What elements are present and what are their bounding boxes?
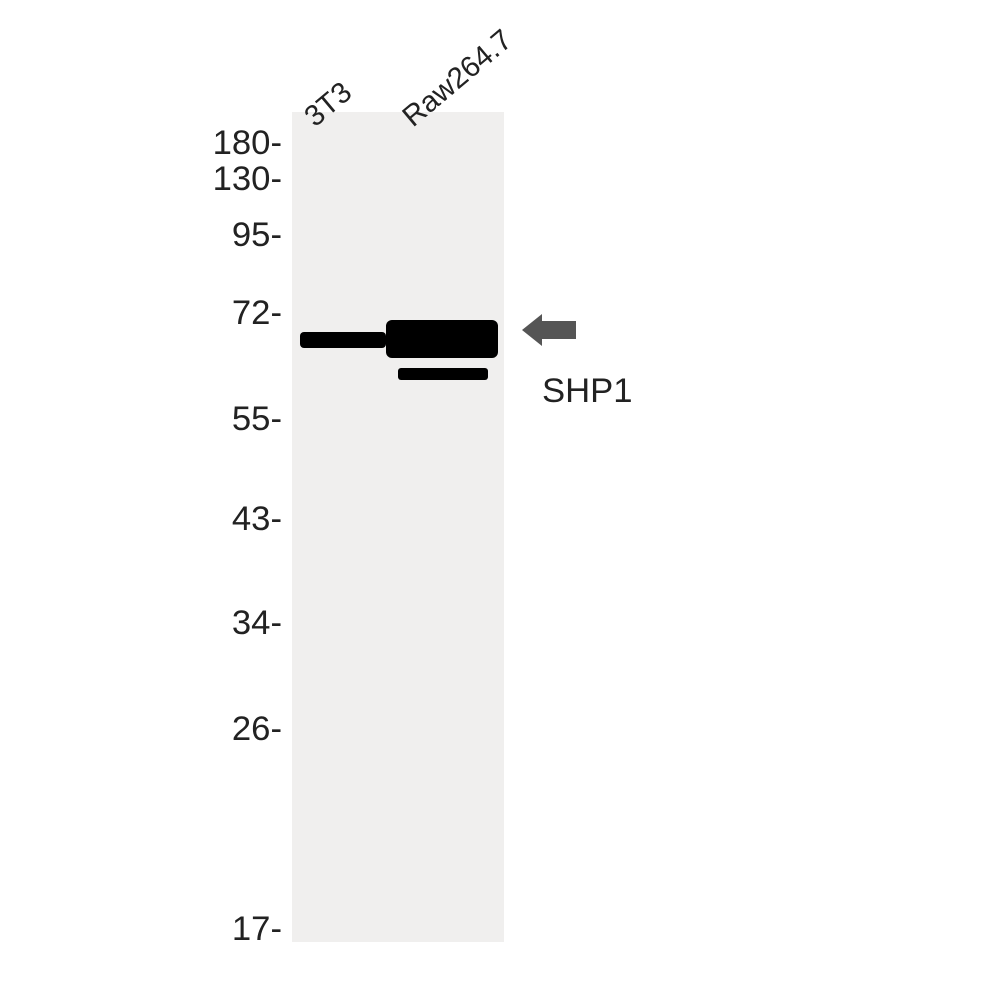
- target-arrow: [522, 314, 576, 346]
- marker-130: 130-: [162, 162, 282, 197]
- marker-43: 43-: [162, 502, 282, 537]
- marker-72: 72-: [162, 296, 282, 331]
- band-lane1-main: [300, 332, 386, 348]
- marker-26: 26-: [162, 712, 282, 747]
- marker-34: 34-: [162, 606, 282, 641]
- marker-17: 17-: [162, 912, 282, 947]
- marker-180: 180-: [162, 126, 282, 161]
- target-name: SHP1: [542, 372, 633, 411]
- blot-strip: [292, 112, 504, 942]
- arrow-shaft: [542, 321, 576, 339]
- western-blot-figure: 3T3 Raw264.7 180- 130- 95- 72- 55- 43- 3…: [0, 0, 1000, 1000]
- band-lane2-lower: [398, 368, 488, 380]
- arrow-head-icon: [522, 314, 542, 346]
- band-lane2-main: [386, 320, 498, 358]
- marker-95: 95-: [162, 218, 282, 253]
- marker-55: 55-: [162, 402, 282, 437]
